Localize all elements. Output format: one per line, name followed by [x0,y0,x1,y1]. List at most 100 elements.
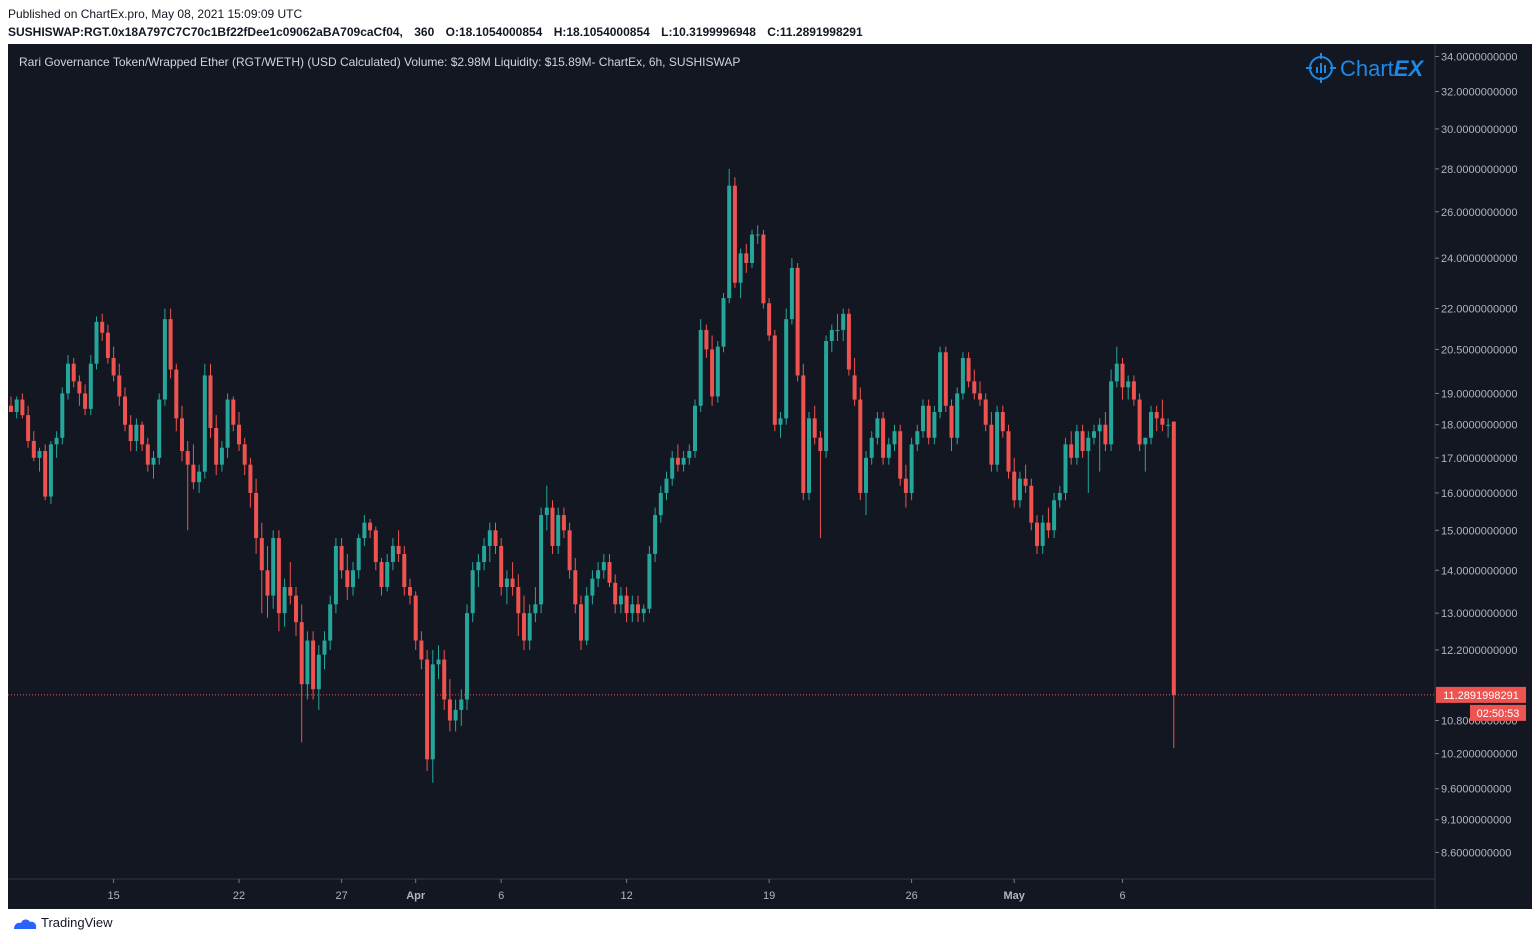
candle [447,679,452,732]
candle [613,574,618,614]
candle [550,500,555,554]
candle-body [459,699,464,710]
candle-body [140,424,145,445]
time-axis[interactable]: 15 22 27 Apr 6 12 19 26 May 6 [107,879,1126,902]
x-tick-label: 19 [763,890,775,902]
x-tick-label: 27 [335,890,347,902]
candle-body [504,578,509,588]
candle-body [909,444,914,493]
candle [556,507,561,554]
y-tick-label: 34.0000000000 [1441,51,1517,63]
candle-body [824,341,829,452]
candle [77,375,82,406]
candle-body [932,412,937,438]
candle [909,437,914,501]
candle [687,444,692,465]
candle-body [396,545,401,554]
candle [978,381,982,406]
candle [761,229,766,309]
candle [864,451,868,516]
price-chart[interactable]: 34.0000000000 32.0000000000 30.0000000000 2… [8,44,1532,909]
candle-body [1040,522,1045,546]
candle [881,412,886,465]
candle [465,604,469,710]
candle-body [584,595,589,641]
y-tick-label: 8.6000000000 [1441,847,1511,859]
candle [989,412,994,472]
candle-body [698,329,703,406]
candle [1143,437,1148,472]
candle-body [556,515,561,546]
candle [1057,485,1062,508]
candle-body [812,418,817,438]
tradingview-brand[interactable]: TradingView [12,915,113,931]
candle-body [858,399,863,493]
candle [1029,478,1034,531]
candle-body [864,457,868,493]
last-price-label: 11.2891998291 [1443,690,1519,702]
candle [744,243,749,273]
tradingview-logo-icon [14,919,37,929]
candle [276,530,281,632]
candle-body [174,369,179,419]
candle-body [795,267,800,376]
candle-body [818,437,823,452]
candle-body [710,349,715,397]
candle-body [134,424,139,442]
candle [1114,346,1119,388]
candle-body [596,570,601,579]
candle-body [1017,478,1022,501]
candle [9,396,13,413]
candle-body [630,604,635,614]
candle-body [1171,421,1176,695]
last-price-marker: 11.2891998291 02:50:53 [8,686,1526,721]
candle [362,515,367,546]
candle [641,604,646,623]
candle [1035,515,1039,554]
candle [185,441,190,531]
candle [1131,375,1136,406]
symbol-ohlc-line: SUSHISWAP:RGT.0x18A797C7C70c1Bf22fDee1c0… [8,25,871,39]
symbol-id: SUSHISWAP:RGT.0x18A797C7C70c1Bf22fDee1c0… [8,25,403,39]
candle [715,341,720,403]
candle [351,562,355,596]
candle-body [938,352,943,413]
candle [356,534,361,579]
candle-body [1103,424,1108,445]
candle-body [715,346,720,397]
price-axis[interactable]: 34.0000000000 32.0000000000 30.0000000000 2… [1435,51,1517,859]
candle-body [1166,424,1171,426]
candle [567,522,572,579]
candle-body [37,451,42,458]
candle-body [54,437,59,445]
candle-body [48,444,53,497]
candle-body [613,582,618,605]
candle-body [453,709,458,721]
candle [618,587,623,614]
candle [1160,399,1165,432]
candle [824,335,829,458]
candle [100,313,105,342]
candle-body [9,405,13,413]
candle [368,518,373,539]
countdown-label: 02:50:53 [1477,708,1520,720]
candle [151,451,156,479]
candle-body [761,234,766,304]
candle-body [271,538,276,596]
candle [1120,357,1125,400]
candle [493,522,498,554]
candle-body [447,699,452,721]
candle [470,562,475,623]
candle-body [242,444,247,465]
countdown-label-box [1470,704,1526,721]
candle-body [1023,478,1028,486]
candle-body [681,457,686,465]
candle-body [738,253,743,283]
candle-body [778,418,783,425]
candle-body [470,570,475,614]
candle [26,405,31,448]
candle [294,587,298,636]
candle [795,262,800,382]
candle-body [1035,522,1039,546]
candle-body [20,399,25,416]
